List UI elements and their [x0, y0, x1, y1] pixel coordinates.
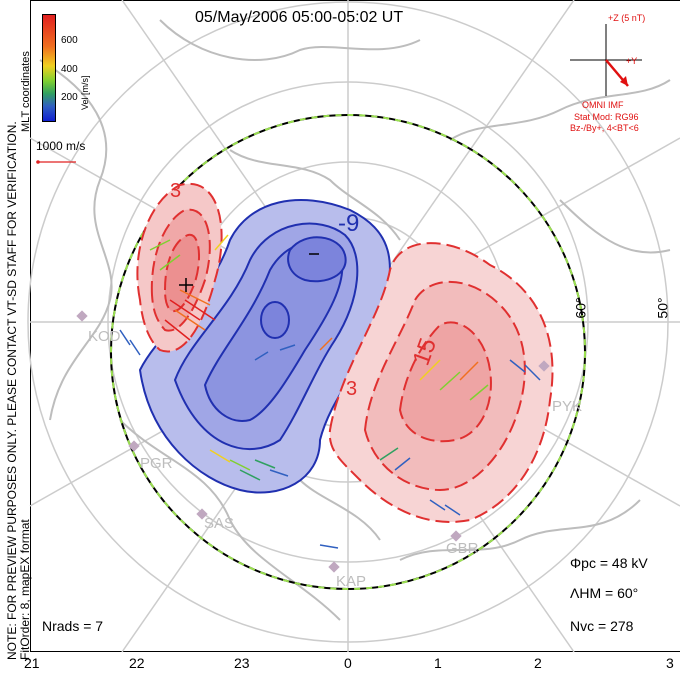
mlt-tick-23: 23 [234, 655, 250, 671]
colorbar-label: Vel [m/s] [80, 75, 90, 110]
colorbar-tick-200: 200 [61, 92, 78, 103]
mlt-tick-21: 21 [24, 655, 40, 671]
mlt-tick-2: 2 [534, 655, 542, 671]
map-frame [30, 0, 680, 652]
n-rads-stat: Nrads = 7 [42, 618, 104, 634]
colorbar-tick-600: 600 [61, 35, 78, 46]
mlt-label: MLT coordinates [20, 51, 32, 132]
negative-convection-cell [138, 199, 391, 494]
radar-label-pyk: PYK [552, 398, 583, 415]
fitorder-line: FitOrder: 8, mapEX format [18, 519, 32, 660]
imf-by-label: +Y [626, 56, 638, 66]
imf-model-line1: Stat Mod: RG96 [574, 112, 639, 122]
reference-vector-label: 1000 m/s [36, 139, 86, 153]
imf-source: OMNI IMF [582, 100, 624, 110]
imf-clock [570, 24, 642, 96]
imf-bz-label: +Z (5 nT) [608, 13, 646, 23]
phi-pc-stat: Φpc = 48 kV [570, 555, 648, 571]
mlt-tick-0: 0 [344, 655, 352, 671]
lambda-hm-stat: ΛHM = 60° [570, 585, 639, 601]
imf-model-line2: Bz-/By+, 4<BT<6 [570, 123, 639, 133]
velocity-vectors [119, 234, 541, 549]
latitude-label-50: 50° [654, 297, 671, 319]
radar-label-gbr: GBR [446, 540, 479, 557]
preview-note: NOTE: FOR PREVIEW PURPOSES ONLY. PLEASE … [5, 121, 32, 660]
radar-label-pgr: PGR [140, 455, 173, 472]
radar-label-kod: KOD [88, 328, 121, 345]
contour-label-neg9: -9 [338, 210, 360, 237]
mlt-tick-22: 22 [129, 655, 145, 671]
velocity-colorbar [42, 14, 56, 122]
colorbar-tick-400: 400 [61, 64, 78, 75]
coastlines [39, 19, 671, 621]
mlt-tick-3: 3 [666, 655, 674, 671]
n-vc-stat: Nvc = 278 [570, 618, 634, 634]
radar-label-kap: KAP [336, 573, 367, 590]
contour-label-3-dawn: 3 [346, 378, 358, 400]
mlt-tick-1: 1 [434, 655, 442, 671]
latitude-label-60: 60° [572, 297, 589, 319]
radar-label-sas: SAS [204, 515, 235, 532]
contour-label-3-dusk: 3 [170, 180, 182, 202]
map-title: 05/May/2006 05:00-05:02 UT [195, 9, 404, 26]
